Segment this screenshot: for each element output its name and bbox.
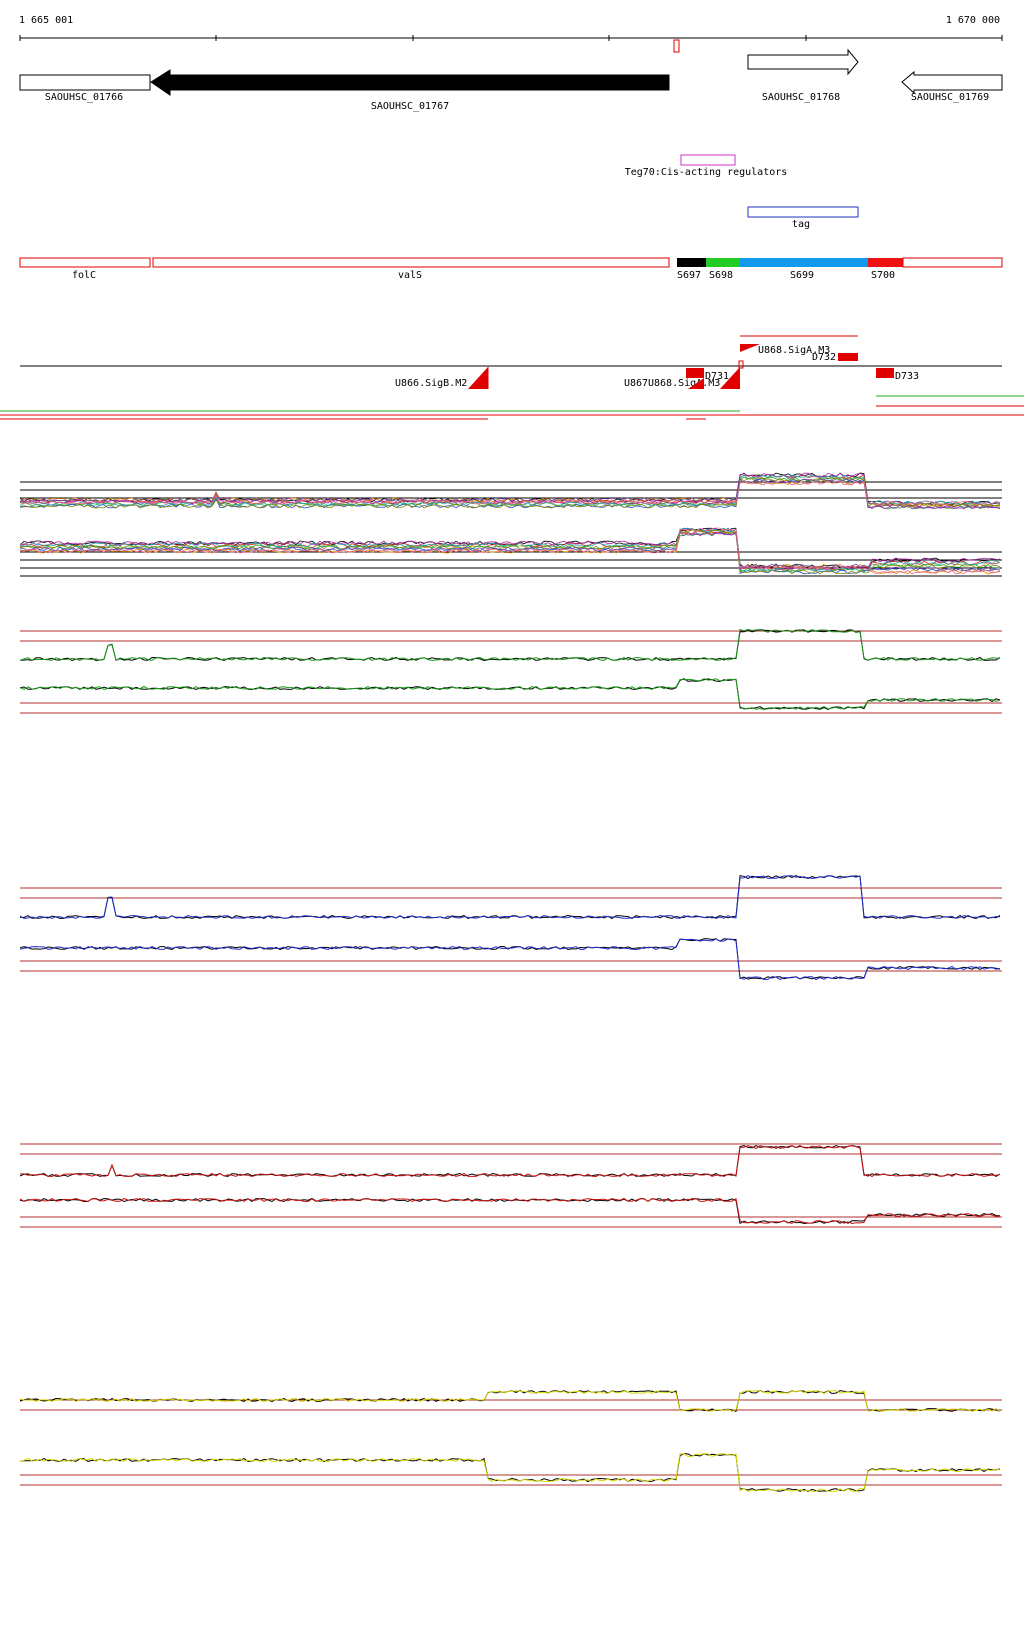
expression-track-red (19, 1143, 1002, 1228)
trace-upper (19, 628, 1001, 662)
feature-label: D731 (705, 371, 729, 382)
gene-saouhsc-01766[interactable]: SAOUHSC_01766 (19, 74, 151, 103)
gene-label: SAOUHSC_01767 (371, 101, 449, 112)
trace-lower (19, 938, 1001, 981)
segment-s699[interactable] (740, 258, 868, 267)
expression-track-yellow (19, 1389, 1002, 1493)
segment-vals[interactable] (152, 257, 670, 268)
segment-label: S700 (871, 270, 895, 281)
trace-upper (19, 480, 1001, 506)
trace-lower (19, 678, 1001, 711)
segment-label: folC (72, 270, 96, 281)
coordinate-axis: 1 665 001 1 670 000 (19, 15, 1003, 53)
trace-upper (19, 478, 1000, 510)
segment-tail[interactable] (902, 257, 1003, 268)
feature-label: U868.SigA.M3 (648, 378, 720, 389)
trace-upper (19, 476, 1001, 509)
feature-label: D732 (812, 352, 836, 363)
trace-upper (19, 875, 1001, 920)
trace-lower (19, 531, 1001, 572)
trace-lower (19, 529, 1001, 575)
terminator-d731[interactable] (686, 368, 704, 378)
feature-track: U868.SigA.M3 D732 U866.SigB.M2 D731 U867… (0, 335, 1024, 420)
tag-feature[interactable]: tag (747, 206, 859, 230)
promoter-u866-sigB-m2[interactable] (468, 367, 488, 389)
gene-track: SAOUHSC_01766 SAOUHSC_01767 SAOUHSC_0176… (19, 48, 1003, 112)
trace-upper (19, 472, 1001, 510)
feature-label: U867 (624, 378, 648, 389)
segment-label: S698 (709, 270, 733, 281)
trace-lower (19, 1197, 1001, 1225)
promoter-u868-sigA-m3-top[interactable] (740, 344, 760, 352)
trace-lower (19, 531, 1001, 571)
segment-label: S699 (790, 270, 814, 281)
axis-start-label: 1 665 001 (19, 15, 73, 26)
feature-label: D733 (895, 371, 919, 382)
expression-track-multi (19, 472, 1002, 577)
promoter-u868-sigA-m3[interactable] (720, 367, 740, 389)
trace-upper (19, 1144, 1001, 1177)
gene-saouhsc-01769[interactable]: SAOUHSC_01769 (901, 70, 1003, 103)
gene-label: SAOUHSC_01768 (762, 92, 840, 103)
gene-saouhsc-01768[interactable]: SAOUHSC_01768 (747, 48, 859, 103)
expression-track-blue (19, 875, 1002, 981)
trace-upper (19, 1389, 1001, 1412)
trace-upper (19, 1390, 1001, 1412)
segment-track: folC valS S697 S698 S699 S700 (19, 257, 1003, 281)
axis-end-label: 1 670 000 (946, 15, 1000, 26)
segment-label: S697 (677, 270, 701, 281)
segment-s697[interactable] (677, 258, 706, 267)
segment-label: valS (398, 270, 422, 281)
trace-upper (20, 1144, 1001, 1178)
feature-label: U868.SigA.M3 (758, 345, 830, 356)
trace-lower (19, 1197, 1000, 1225)
trace-lower (19, 527, 1001, 575)
segment-folc[interactable] (19, 257, 151, 268)
segment-s698[interactable] (706, 258, 740, 267)
trace-lower (19, 1453, 1001, 1493)
feature-small-box (738, 360, 744, 369)
trace-upper (19, 629, 1001, 662)
gene-label: SAOUHSC_01766 (45, 92, 123, 103)
regulator-label: Teg70:Cis-acting regulators (625, 167, 788, 178)
promoter-small[interactable] (688, 378, 704, 389)
terminator-d732[interactable] (838, 353, 858, 361)
expression-track-green (19, 628, 1002, 714)
trace-lower (19, 529, 1001, 575)
regulator-feature[interactable]: Teg70:Cis-acting regulators (625, 154, 788, 178)
trace-lower (19, 678, 1001, 711)
gene-saouhsc-01767[interactable]: SAOUHSC_01767 (150, 69, 670, 112)
tag-label: tag (792, 219, 810, 230)
trace-upper (19, 875, 1001, 919)
axis-marker (673, 39, 680, 53)
segment-s700[interactable] (868, 258, 903, 267)
gene-label: SAOUHSC_01769 (911, 92, 989, 103)
terminator-d733[interactable] (876, 368, 894, 378)
trace-lower (19, 1453, 1001, 1492)
feature-label: U866.SigB.M2 (395, 378, 467, 389)
trace-lower (19, 938, 1001, 980)
